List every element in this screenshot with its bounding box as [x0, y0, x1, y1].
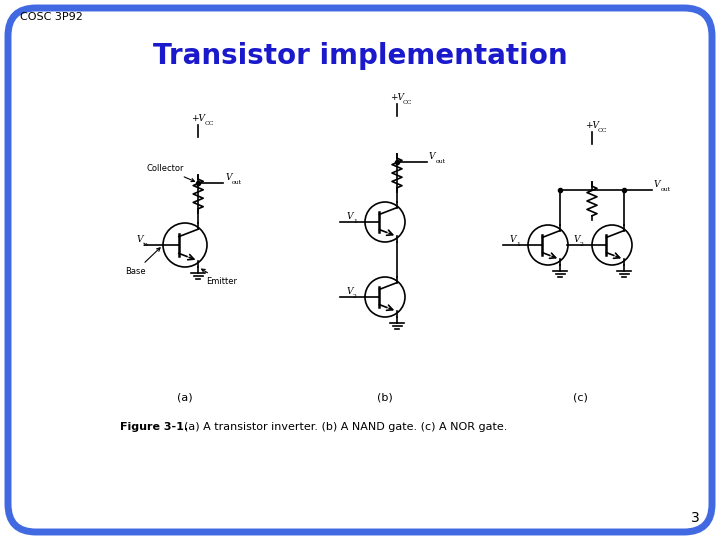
- Text: V: V: [574, 235, 580, 244]
- Text: (c): (c): [572, 392, 588, 402]
- Text: 1: 1: [516, 242, 520, 247]
- Text: CC: CC: [403, 100, 413, 105]
- Text: V: V: [510, 235, 516, 244]
- Text: V: V: [654, 180, 660, 189]
- Text: 1: 1: [353, 219, 357, 224]
- Text: CC: CC: [204, 121, 214, 126]
- Text: COSC 3P92: COSC 3P92: [20, 12, 83, 22]
- FancyBboxPatch shape: [8, 8, 712, 532]
- Text: Base: Base: [125, 248, 160, 276]
- Text: out: out: [661, 187, 671, 192]
- Text: (a): (a): [177, 392, 193, 402]
- Text: Emitter: Emitter: [202, 269, 237, 286]
- Text: V: V: [225, 173, 232, 182]
- Text: Figure 3-1.: Figure 3-1.: [120, 422, 188, 432]
- Text: V: V: [429, 152, 436, 161]
- Text: (a) A transistor inverter. (b) A NAND gate. (c) A NOR gate.: (a) A transistor inverter. (b) A NAND ga…: [177, 422, 508, 432]
- Text: out: out: [232, 180, 243, 185]
- Text: Transistor implementation: Transistor implementation: [153, 42, 567, 70]
- Text: 3: 3: [691, 511, 700, 525]
- Text: in: in: [143, 242, 149, 247]
- Text: out: out: [436, 159, 446, 164]
- Text: 2: 2: [353, 294, 357, 299]
- Text: V: V: [346, 212, 353, 221]
- Text: 2: 2: [580, 242, 584, 247]
- Text: Collector: Collector: [146, 164, 194, 181]
- Text: (b): (b): [377, 392, 393, 402]
- Text: +V: +V: [390, 93, 404, 102]
- Text: V: V: [137, 235, 143, 244]
- Text: CC: CC: [598, 128, 608, 133]
- Text: +V: +V: [192, 114, 205, 123]
- Text: V: V: [346, 287, 353, 296]
- Text: +V: +V: [585, 121, 599, 130]
